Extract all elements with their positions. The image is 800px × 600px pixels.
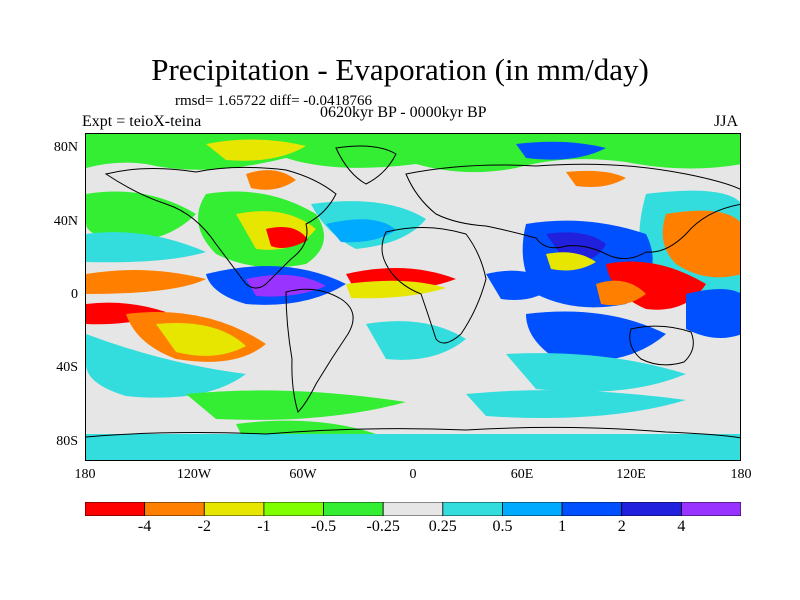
colorbar-swatch	[263, 502, 324, 516]
lat-label-0: 0	[71, 287, 78, 302]
field-npacific-green	[86, 191, 196, 243]
lat-label-40n: 40N	[53, 214, 78, 229]
colorbar-tick-label: 1	[558, 518, 567, 535]
field-sindian-cyan	[506, 353, 686, 392]
colorbar-tick-label: -0.5	[310, 518, 337, 535]
lat-label-80s: 80S	[56, 434, 78, 449]
map-title: Precipitation - Evaporation (in mm/day)	[151, 52, 649, 87]
colorbar	[85, 502, 741, 516]
lat-label-80n: 80N	[53, 140, 78, 155]
map-panel	[85, 133, 741, 461]
colorbar-swatch	[144, 502, 205, 516]
coast-greenland	[335, 145, 397, 185]
experiment-label: Expt = teioX-teina	[82, 113, 202, 130]
colorbar-swatch	[680, 502, 741, 516]
field-arctic-yellow	[206, 139, 306, 161]
stats-text: rmsd= 1.65722 diff= -0.0418766	[175, 93, 373, 109]
field-wnpacific-orange	[662, 210, 740, 278]
field-natlantic-blue	[326, 219, 396, 243]
field-eurasia-orange	[566, 170, 626, 187]
lon-label-120e: 120E	[616, 467, 646, 482]
colorbar-swatch	[561, 502, 623, 516]
field-indian-yellow	[546, 252, 596, 271]
field-contours	[86, 134, 740, 460]
field-npacific-cyan	[86, 232, 206, 263]
lon-label-60w: 60W	[289, 467, 317, 482]
lon-label-180w: 180	[74, 467, 96, 482]
field-canada-orange	[246, 170, 296, 190]
field-arctic-blue	[516, 141, 606, 160]
coast-south-america	[285, 288, 354, 413]
colorbar-swatch	[442, 502, 503, 516]
colorbar-swatch	[621, 502, 682, 516]
coast-eurasia	[405, 163, 740, 259]
field-sindian-blue	[526, 311, 666, 362]
coast-africa	[381, 227, 487, 344]
field-wpacific-blue	[686, 289, 740, 338]
coast-australia	[629, 325, 694, 366]
coastlines	[86, 145, 740, 439]
colorbar-tick-label: -1	[257, 518, 271, 535]
colorbar-tick-label: 4	[677, 518, 686, 535]
field-eq-pacific-purple	[246, 274, 326, 297]
field-maritime-orange	[596, 280, 646, 306]
coast-antarctica	[86, 426, 740, 439]
colorbar-swatch	[382, 502, 444, 516]
field-antarctic-cyan	[86, 434, 740, 460]
coast-north-america	[104, 166, 337, 289]
lon-label-60e: 60E	[510, 467, 534, 482]
colorbar-tick-label: -2	[197, 518, 211, 535]
field-southern-cyan	[466, 390, 686, 418]
field-spacific-cyan	[86, 334, 246, 398]
lon-label-0: 0	[409, 467, 417, 482]
field-eq-pacific-orange	[86, 270, 206, 294]
field-eq-atlantic-yellow	[346, 280, 446, 299]
colorbar-tick-label: -0.25	[366, 518, 400, 535]
colorbar-tick-label: 2	[617, 518, 626, 535]
colorbar-tick-label: -4	[137, 518, 152, 535]
lon-label-180e: 180	[730, 467, 752, 482]
colorbar-swatch	[502, 502, 563, 516]
colorbar-tick-label: 0.5	[492, 518, 513, 535]
colorbar-swatch	[323, 502, 384, 516]
colorbar-tick-label: 0.25	[428, 518, 457, 535]
colorbar-swatch	[203, 502, 265, 516]
season-label: JJA	[714, 113, 739, 130]
field-namerica-red	[266, 227, 308, 248]
lat-label-40s: 40S	[56, 360, 78, 375]
field-satlantic-cyan	[366, 321, 466, 360]
lon-label-120w: 120W	[176, 467, 212, 482]
colorbar-swatch	[85, 502, 146, 516]
field-eq-africa-blue	[486, 270, 556, 300]
field-spacific-yellow	[156, 322, 246, 356]
period-text: 0620kyr BP - 0000kyr BP	[320, 104, 487, 121]
global-field-map	[86, 134, 740, 460]
